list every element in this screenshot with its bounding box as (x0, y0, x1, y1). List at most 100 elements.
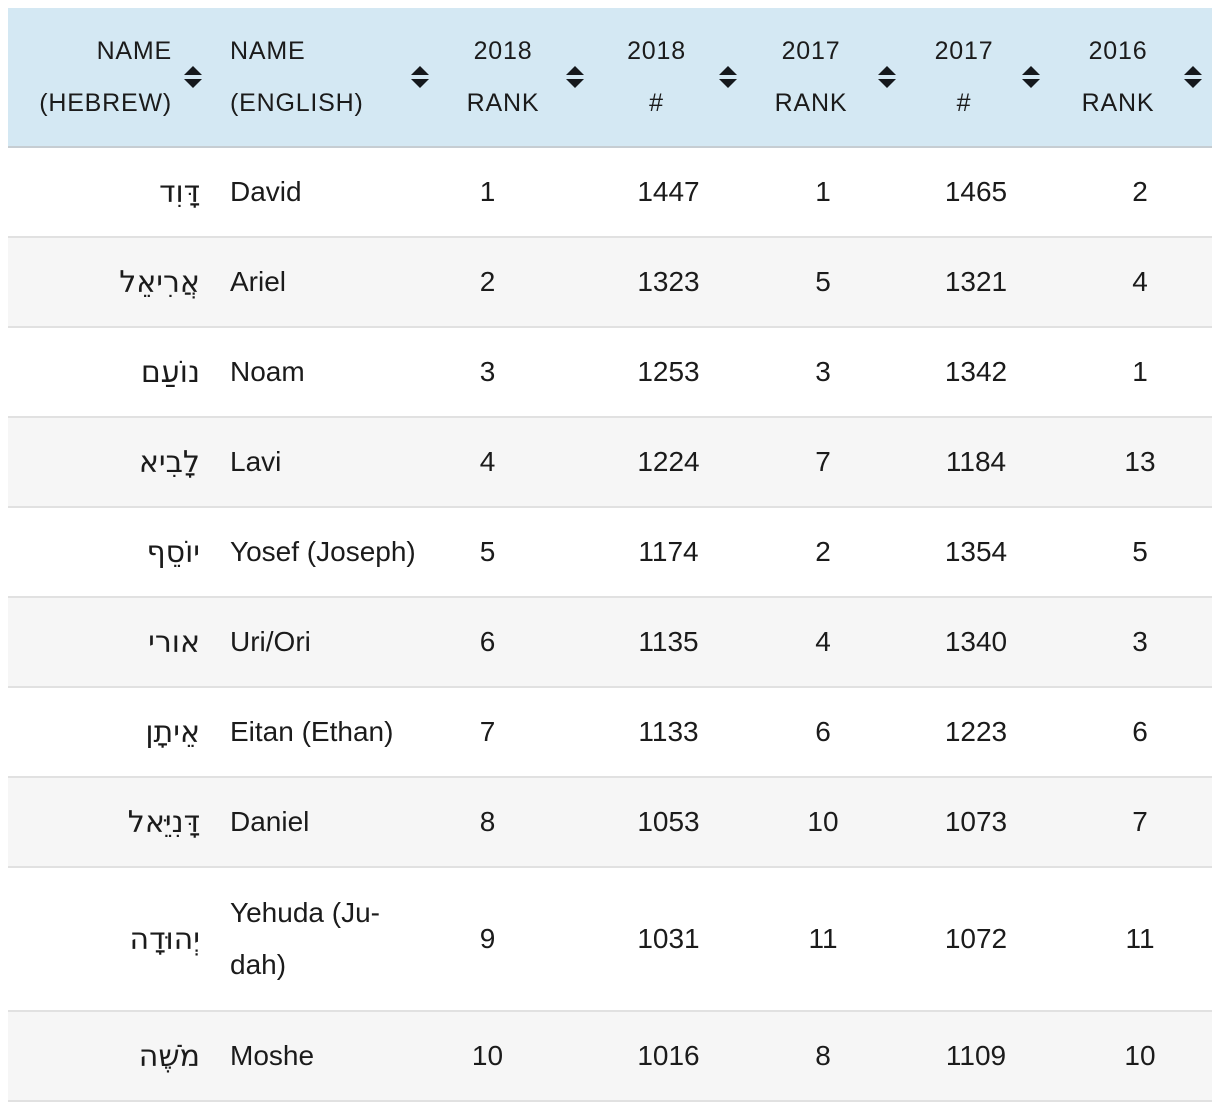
sort-icon[interactable] (411, 66, 429, 88)
cell-english-name: Noam (208, 326, 435, 417)
sort-down-arrow-icon (1022, 79, 1040, 88)
cell-2017-rank: 11 (742, 866, 904, 1011)
column-header-label: 2016 RANK (1081, 36, 1155, 118)
cell-english-name: Daniel (208, 776, 435, 867)
cell-hebrew-name: אֲרִיאֵל (8, 236, 208, 327)
sort-up-arrow-icon (184, 66, 202, 75)
table-row-ariel: אֲרִיאֵל Ariel 2 1323 5 1321 4 (8, 236, 1212, 327)
table-row-moshe: מֹשֶׁה Moshe 10 1016 8 1109 10 (8, 1010, 1212, 1101)
cell-2017-count: 1354 (904, 506, 1048, 597)
cell-2018-count: 1447 (637, 176, 700, 207)
cell-2018-rank: 7 (435, 686, 595, 777)
sort-up-arrow-icon (1022, 66, 1040, 75)
cell-2017-rank: 7 (742, 416, 904, 507)
cell-2017-rank: 1 (815, 176, 831, 207)
cell-2017-rank: 2 (742, 506, 904, 597)
sort-icon[interactable] (878, 66, 896, 88)
cell-hebrew-name: לָבִיא (8, 416, 208, 507)
cell-2016-rank: 6 (1048, 686, 1212, 777)
cell-2017-rank: 5 (742, 236, 904, 327)
column-header-2017-rank[interactable]: 2017 RANK (742, 8, 904, 148)
cell-2018-rank: 5 (435, 506, 595, 597)
cell-hebrew-name: אֵיתָן (8, 686, 208, 777)
sort-icon[interactable] (1184, 66, 1202, 88)
column-header-name-english[interactable]: NAME (ENGLISH) (208, 8, 435, 148)
column-header-2016-rank[interactable]: 2016 RANK (1048, 8, 1212, 148)
cell-hebrew-name: נוֹעַם (8, 326, 208, 417)
cell-2018-count: 1174 (595, 506, 742, 597)
table-row-uri: אורי Uri/Ori 6 1135 4 1340 3 (8, 596, 1212, 687)
cell-2018-rank: 9 (435, 866, 595, 1011)
sort-up-arrow-icon (1184, 66, 1202, 75)
cell-2018-rank: 6 (435, 596, 595, 687)
sort-down-arrow-icon (878, 79, 896, 88)
cell-hebrew-name: דָּוִד (159, 174, 200, 210)
cell-english-name: Lavi (208, 416, 435, 507)
cell-2016-rank: 4 (1048, 236, 1212, 327)
table-row-david: דָּוִד David 1 1447 1 1465 2 (8, 147, 1212, 237)
cell-2017-count: 1072 (904, 866, 1048, 1011)
cell-2016-rank: 7 (1048, 776, 1212, 867)
cell-2018-count: 1031 (595, 866, 742, 1011)
sort-up-arrow-icon (878, 66, 896, 75)
cell-2018-count: 1253 (595, 326, 742, 417)
cell-2017-count: 1184 (904, 416, 1048, 507)
cell-english-name: David (230, 176, 302, 208)
column-header-name-hebrew[interactable]: NAME (HEBREW) (8, 8, 208, 148)
cell-2017-count: 1223 (904, 686, 1048, 777)
cell-hebrew-name: יְהוּדָה (8, 866, 208, 1011)
cell-2018-rank: 8 (435, 776, 595, 867)
sort-down-arrow-icon (719, 79, 737, 88)
table-row-yosef: יוֹסֵף Yosef (Joseph) 5 1174 2 1354 5 (8, 506, 1212, 597)
sort-icon[interactable] (1022, 66, 1040, 88)
cell-2016-rank: 3 (1048, 596, 1212, 687)
cell-2017-count: 1109 (904, 1010, 1048, 1101)
cell-2017-count: 1321 (904, 236, 1048, 327)
cell-english-name: Uri/Ori (208, 596, 435, 687)
cell-2017-rank: 10 (742, 776, 904, 867)
cell-2017-count: 1465 (944, 176, 1008, 207)
column-header-label: NAME (ENGLISH) (230, 36, 364, 118)
sort-down-arrow-icon (566, 79, 584, 88)
cell-2018-rank: 10 (435, 1010, 595, 1101)
sort-down-arrow-icon (1184, 79, 1202, 88)
cell-2016-rank: 1 (1048, 326, 1212, 417)
sort-icon[interactable] (566, 66, 584, 88)
cell-english-name: Yehuda (Ju- dah) (208, 866, 435, 1011)
cell-2017-rank: 3 (742, 326, 904, 417)
cell-2016-rank: 5 (1048, 506, 1212, 597)
sort-icon[interactable] (719, 66, 737, 88)
sort-icon[interactable] (184, 66, 202, 88)
cell-2018-count: 1053 (595, 776, 742, 867)
cell-hebrew-name: אורי (8, 596, 208, 687)
baby-names-table: NAME (HEBREW) NAME (ENGLISH) 2018 RANK 2… (8, 8, 1212, 1102)
table-row-yehuda: יְהוּדָה Yehuda (Ju- dah) 9 1031 11 1072… (8, 866, 1212, 1011)
cell-2018-count: 1016 (595, 1010, 742, 1101)
cell-2018-count: 1224 (595, 416, 742, 507)
column-header-label: 2018 # (627, 36, 686, 118)
column-header-2018-count[interactable]: 2018 # (595, 8, 742, 148)
cell-2018-rank: 4 (435, 416, 595, 507)
cell-2018-rank: 3 (435, 326, 595, 417)
column-header-2018-rank[interactable]: 2018 RANK (435, 8, 595, 148)
cell-english-name: Yosef (Joseph) (208, 506, 435, 597)
table-body: דָּוִד David 1 1447 1 1465 2 אֲרִיאֵל Ar… (8, 147, 1212, 1101)
cell-2016-rank: 2 (1132, 176, 1148, 207)
cell-2017-rank: 8 (742, 1010, 904, 1101)
sort-down-arrow-icon (184, 79, 202, 88)
sort-up-arrow-icon (719, 66, 737, 75)
cell-2016-rank: 13 (1048, 416, 1212, 507)
cell-2018-count: 1323 (595, 236, 742, 327)
cell-2018-count: 1135 (595, 596, 742, 687)
cell-2018-rank: 2 (435, 236, 595, 327)
table-header: NAME (HEBREW) NAME (ENGLISH) 2018 RANK 2… (8, 8, 1212, 148)
sort-up-arrow-icon (411, 66, 429, 75)
column-header-label: 2018 RANK (466, 36, 540, 118)
table-row-daniel: דָּנִיֵּאל Daniel 8 1053 10 1073 7 (8, 776, 1212, 867)
cell-2016-rank: 10 (1048, 1010, 1212, 1101)
cell-english-name: Ariel (208, 236, 435, 327)
column-header-2017-count[interactable]: 2017 # (904, 8, 1048, 148)
cell-2017-rank: 6 (742, 686, 904, 777)
cell-english-name: Moshe (208, 1010, 435, 1101)
cell-2018-count: 1133 (595, 686, 742, 777)
